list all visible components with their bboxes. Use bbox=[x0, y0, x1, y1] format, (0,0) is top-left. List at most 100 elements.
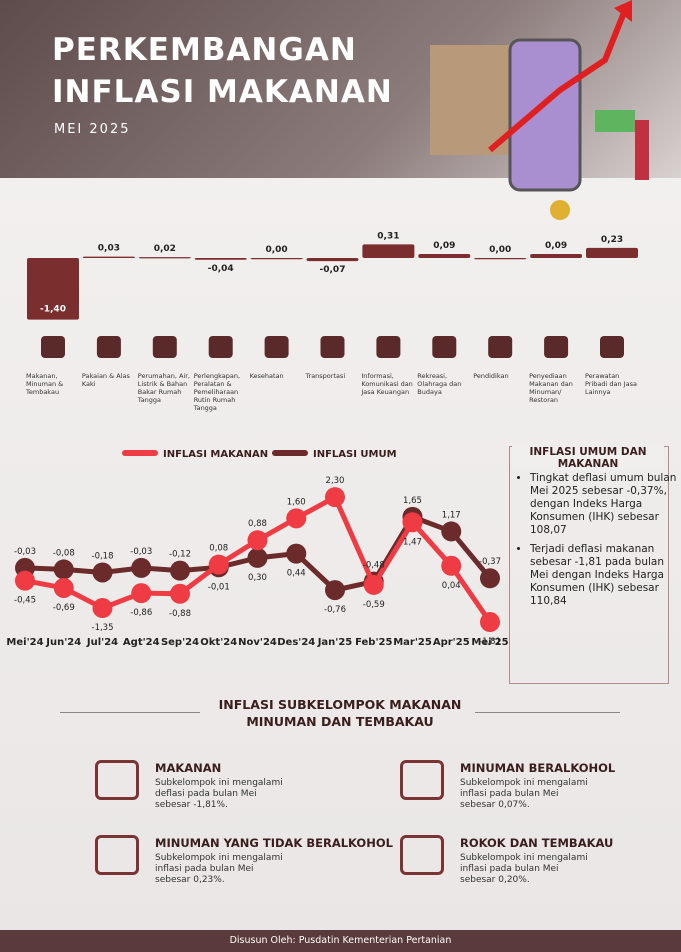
info-bullet: Tingkat deflasi umum bulan Mei 2025 sebe… bbox=[530, 472, 680, 537]
point bbox=[286, 508, 307, 529]
value-label: 0,02 bbox=[154, 244, 176, 254]
category-label: Perumahan, Air, Listrik & Bahan Bakar Ru… bbox=[137, 372, 190, 404]
item-text: Subkelompok ini mengalami inflasi pada b… bbox=[155, 853, 283, 885]
x-tick-label: Jul'24 bbox=[86, 637, 118, 648]
title: INFLASI MAKANAN bbox=[52, 74, 393, 110]
item-icon bbox=[400, 835, 444, 875]
value-label: -0,03 bbox=[130, 547, 152, 557]
bar-chart: -1,40 0,03 0,02 -0,04 0,00 -0,07 0,31 0,09 0,00 0… bbox=[27, 231, 638, 358]
section-title-line: INFLASI SUBKELOMPOK MAKANAN bbox=[218, 697, 462, 712]
value-label: -0,03 bbox=[14, 547, 36, 557]
point bbox=[53, 577, 74, 598]
x-tick-label: Apr'25 bbox=[433, 637, 470, 648]
value-label: -0,88 bbox=[169, 609, 191, 619]
point bbox=[53, 559, 74, 580]
item-icon bbox=[95, 760, 139, 800]
value-label: -0,07 bbox=[320, 265, 346, 275]
category-label: Perawatan Pribadi dan Jasa Lainnya bbox=[585, 372, 637, 396]
point bbox=[286, 543, 307, 564]
point bbox=[92, 598, 113, 619]
x-tick-label: Mei'24 bbox=[6, 637, 43, 648]
category-icon bbox=[320, 336, 345, 358]
value-label: -0,37 bbox=[479, 557, 501, 567]
category-icon bbox=[152, 336, 177, 358]
value-label: 0,04 bbox=[442, 581, 461, 591]
phone bbox=[508, 38, 582, 192]
point bbox=[402, 512, 423, 533]
info-title: INFLASI UMUM DAN MAKANAN bbox=[512, 446, 664, 470]
category-label: Perlengkapan, Peralatan & Pemeliharaan R… bbox=[193, 372, 241, 412]
value-label: 0,08 bbox=[209, 544, 228, 554]
section-title: INFLASI SUBKELOMPOK MAKANAN MINUMAN DAN T… bbox=[190, 696, 490, 730]
category-icon bbox=[600, 336, 624, 358]
category-label: Kesehatan bbox=[249, 372, 284, 380]
item-title: MAKANAN bbox=[155, 761, 222, 775]
bar bbox=[418, 254, 471, 258]
point bbox=[325, 487, 345, 508]
item-title: ROKOK DAN TEMBAKAU bbox=[460, 836, 614, 850]
category-icon bbox=[208, 336, 233, 358]
category-icon bbox=[544, 336, 569, 358]
value-label: -0,45 bbox=[14, 596, 36, 606]
category-icon bbox=[41, 336, 65, 358]
point bbox=[131, 583, 152, 604]
item-text: Subkelompok ini mengalami deflasi pada b… bbox=[155, 778, 283, 810]
info-bullet: Terjadi deflasi makanan sebesar -1,81 pa… bbox=[530, 543, 680, 608]
point bbox=[170, 583, 190, 604]
category-label: Pendidikan bbox=[473, 372, 509, 380]
value-label: 1,47 bbox=[403, 537, 422, 547]
value-label: 0,00 bbox=[489, 245, 511, 255]
info-list: Tingkat deflasi umum bulan Mei 2025 sebe… bbox=[512, 472, 680, 608]
bar bbox=[250, 258, 303, 260]
value-label: -0,86 bbox=[130, 608, 152, 618]
value-label: 0,31 bbox=[377, 231, 399, 241]
value-label: 0,09 bbox=[433, 241, 455, 251]
value-label: -0,01 bbox=[208, 582, 230, 592]
x-tick-label: Sep'24 bbox=[161, 637, 199, 648]
value-label: -0,69 bbox=[53, 603, 75, 613]
point bbox=[363, 574, 384, 595]
x-tick-label: Agt'24 bbox=[123, 637, 160, 648]
arrow-head bbox=[614, 0, 632, 22]
point bbox=[208, 554, 229, 575]
category-icon bbox=[432, 336, 457, 358]
item-icon bbox=[400, 760, 444, 800]
value-label: -0,04 bbox=[208, 264, 234, 274]
illustration bbox=[430, 0, 649, 220]
value-label: 0,03 bbox=[98, 244, 120, 254]
point bbox=[170, 560, 190, 581]
footer: Disusun Oleh: Pusdatin Kementerian Perta… bbox=[0, 930, 681, 952]
point bbox=[15, 570, 35, 591]
subtitle: MEI 2025 bbox=[54, 122, 131, 137]
value-label: -0,48 bbox=[363, 561, 385, 571]
x-tick-label: Jun'24 bbox=[45, 637, 81, 648]
x-tick-label: Nov'24 bbox=[238, 637, 277, 648]
section-title-line: MINUMAN DAN TEMBAKAU bbox=[246, 714, 434, 729]
category-label: Transportasi bbox=[305, 372, 346, 380]
x-tick-label: Okt'24 bbox=[200, 637, 237, 648]
point bbox=[325, 580, 345, 601]
arrow bbox=[488, 8, 628, 153]
value-label: -1,40 bbox=[40, 305, 66, 315]
x-tick-label: Mar'25 bbox=[393, 637, 432, 648]
person bbox=[635, 120, 649, 180]
value-label: 1,17 bbox=[442, 510, 461, 520]
x-tick-label: Jan'25 bbox=[317, 637, 353, 648]
category-label: Penyediaan Makanan dan Minuman/ Restoran bbox=[529, 372, 573, 404]
category-icon bbox=[96, 336, 121, 358]
value-label: -0,18 bbox=[92, 551, 114, 561]
item-title: MINUMAN BERALKOHOL bbox=[460, 761, 616, 775]
x-tick-label: Feb'25 bbox=[355, 637, 392, 648]
value-label: -0,59 bbox=[363, 600, 385, 610]
point bbox=[92, 562, 113, 583]
rule bbox=[60, 712, 200, 713]
item-icon bbox=[95, 835, 139, 875]
x-tick-label: Mei'25 bbox=[471, 637, 508, 648]
bar bbox=[82, 256, 135, 258]
bar bbox=[27, 258, 79, 320]
point bbox=[247, 547, 268, 568]
legend-label: INFLASI MAKANAN bbox=[163, 449, 268, 460]
value-label: 0,30 bbox=[248, 573, 267, 583]
bar bbox=[586, 247, 638, 258]
item-text: Subkelompok ini mengalami inflasi pada b… bbox=[460, 853, 588, 885]
